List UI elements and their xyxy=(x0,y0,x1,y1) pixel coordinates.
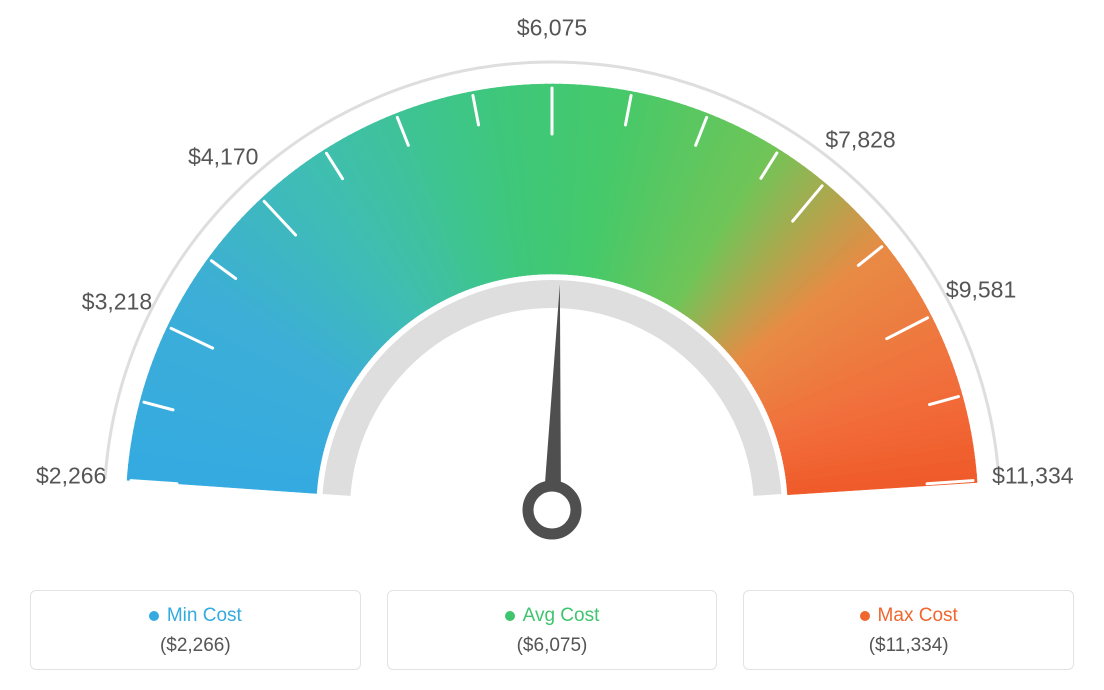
gauge-svg xyxy=(0,0,1104,560)
legend-card-min: Min Cost ($2,266) xyxy=(30,590,361,670)
legend-min-top: Min Cost xyxy=(41,605,350,627)
gauge-tick-label: $7,828 xyxy=(825,126,895,153)
gauge-tick-label: $3,218 xyxy=(82,289,152,316)
dot-avg-icon xyxy=(505,611,515,621)
legend-min-value: ($2,266) xyxy=(41,635,350,657)
legend-card-max: Max Cost ($11,334) xyxy=(743,590,1074,670)
legend-max-label: Max Cost xyxy=(878,605,958,627)
gauge-tick-label: $6,075 xyxy=(517,15,587,42)
dot-max-icon xyxy=(860,611,870,621)
legend-avg-label: Avg Cost xyxy=(523,605,600,627)
legend-max-top: Max Cost xyxy=(754,605,1063,627)
gauge-needle xyxy=(543,284,561,510)
legend-card-avg: Avg Cost ($6,075) xyxy=(387,590,718,670)
legend-avg-value: ($6,075) xyxy=(398,635,707,657)
gauge-area: $2,266 $3,218 $4,170 $6,075 $7,828 $9,581 $11,… xyxy=(0,0,1104,560)
gauge-tick-label: $11,334 xyxy=(992,463,1073,490)
cost-gauge-chart: $2,266 $3,218 $4,170 $6,075 $7,828 $9,581 $11,… xyxy=(0,0,1104,690)
legend-max-value: ($11,334) xyxy=(754,635,1063,657)
legend-row: Min Cost ($2,266) Avg Cost ($6,075) Max … xyxy=(0,590,1104,670)
gauge-hub xyxy=(528,486,576,534)
gauge-tick-label: $2,266 xyxy=(36,463,106,490)
legend-avg-top: Avg Cost xyxy=(398,605,707,627)
legend-min-label: Min Cost xyxy=(167,605,242,627)
gauge-tick-label: $9,581 xyxy=(946,277,1016,304)
gauge-tick-label: $4,170 xyxy=(188,144,258,171)
dot-min-icon xyxy=(149,611,159,621)
